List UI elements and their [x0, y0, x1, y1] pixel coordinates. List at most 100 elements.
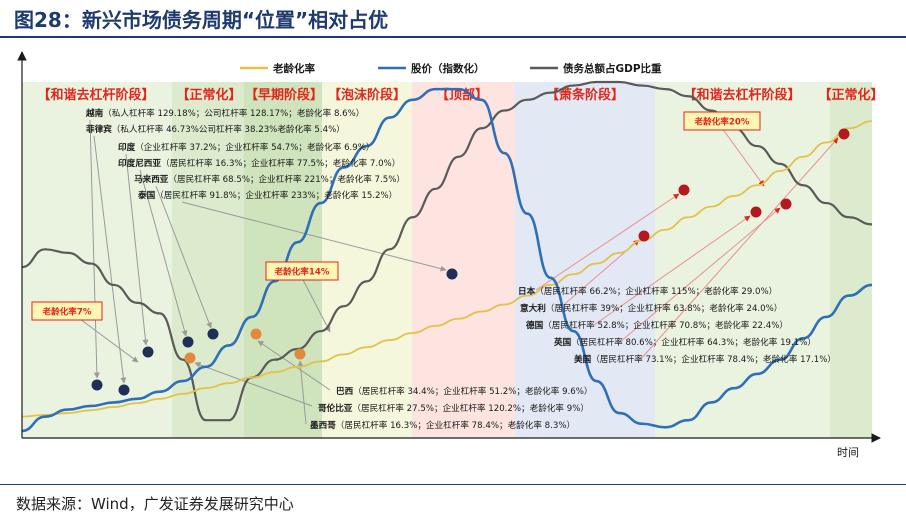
country-name: 马来西亚	[134, 173, 169, 185]
country-name: 印度尼西亚	[118, 157, 161, 169]
stage-band-3	[244, 82, 322, 438]
country-label: 德国（居民杠杆率 52.8%；企业杠杆率 70.8%；老龄化率 22.4%）	[526, 319, 788, 331]
country-label: 美国（居民杠杆率 73.1%；企业杠杆率 78.4%；老龄化率 17.1%）	[574, 353, 836, 365]
aging-callout-text: 老龄化率7%	[43, 306, 92, 318]
debt-cycle-chart: 老龄化率 股价（指数化） 债务总额占GDP比重 【和谐去杠杆阶段】 【正常化】 【早期阶…	[17, 51, 884, 459]
legend-label: 债务总额占GDP比重	[563, 62, 662, 75]
x-axis-label: 时间	[837, 446, 859, 459]
arrow-gray-9	[297, 360, 307, 425]
country-label: 菲律宾（私人杠杆率 46.73%公司杠杆率 38.23%老龄化率 5.4%）	[86, 123, 345, 135]
country-labels: 越南（私人杠杆率 129.18%；公司杠杆率 128.17%；老龄化率 8.6%…	[85, 107, 836, 431]
country-detail: （居民杠杆率 52.8%；企业杠杆率 70.8%；老龄化率 22.4%）	[543, 319, 788, 331]
country-detail: （居民杠杆率 73.1%；企业杠杆率 78.4%；老龄化率 17.1%）	[591, 353, 836, 365]
country-detail: （居民杠杆率 39%；企业杠杆率 63.8%；老龄化率 24.0%）	[546, 302, 783, 314]
figure-title: 图28：新兴市场债务周期“位置”相对占优	[14, 8, 389, 32]
arrow-gray-4	[139, 169, 188, 337]
stage-label: 【萧条阶段】	[546, 87, 624, 103]
country-label: 马来西亚（居民杠杆率 68.5%；企业杠杆率 221%；老龄化率 7.5%）	[134, 173, 405, 185]
country-detail: （居民杠杆率 66.2%；企业杠杆率 115%；老龄化率 29.0%）	[535, 285, 777, 297]
aging-callout-text: 老龄化率20%	[695, 116, 750, 128]
country-label: 墨西哥（居民杠杆率 16.3%；企业杠杆率 78.4%；老龄化率 8.3%）	[310, 419, 575, 431]
stage-band-5	[412, 82, 515, 438]
country-label: 日本（居民杠杆率 66.2%；企业杠杆率 115%；老龄化率 29.0%）	[518, 285, 777, 297]
source-note: 数据来源：Wind，广发证券发展研究中心	[16, 495, 294, 513]
arrow-gray-7	[257, 340, 331, 391]
arrow-gray-3	[125, 153, 149, 346]
country-name: 印度	[118, 141, 136, 153]
country-label: 哥伦比亚（居民杠杆率 27.5%；企业杠杆率 120.2%；老龄化率 9%）	[318, 402, 589, 414]
country-name: 日本	[518, 285, 536, 297]
country-detail: （私人杠杆率 46.73%公司杠杆率 38.23%老龄化率 5.4%）	[112, 123, 345, 135]
stage-label: 【和谐去杠杆阶段】	[37, 87, 154, 103]
arrow-red-5	[639, 137, 839, 361]
aging-rate-callouts: 老龄化率7% 老龄化率14% 老龄化率20%	[31, 111, 761, 321]
country-label: 意大利（居民杠杆率 39%；企业杠杆率 63.8%；老龄化率 24.0%）	[520, 302, 782, 314]
country-name: 英国	[553, 336, 572, 348]
country-name: 意大利	[520, 302, 546, 314]
country-detail: （居民杠杆率 27.5%；企业杠杆率 120.2%；老龄化率 9%）	[352, 402, 589, 414]
country-name: 泰国	[137, 189, 156, 201]
stage-label: 【泡沫阶段】	[328, 87, 406, 103]
arrow-gray-11	[299, 273, 331, 333]
country-label: 英国（居民杠杆率 80.6%；企业杠杆率 64.3%；老龄化率 19.1%）	[553, 336, 816, 348]
country-marker-4	[182, 336, 194, 348]
country-detail: （居民杠杆率 16.3%；企业杠杆率 78.4%；老龄化率 8.3%）	[336, 419, 575, 431]
arrow-red-4	[619, 207, 781, 343]
country-label: 巴西（居民杠杆率 34.4%；企业杠杆率 51.2%；老龄化率 9.6%）	[336, 385, 593, 397]
country-name: 菲律宾	[86, 123, 112, 135]
legend-label: 股价（指数化）	[411, 62, 485, 75]
country-marker-7	[250, 328, 262, 340]
country-label: 泰国（居民杠杆率 91.8%；企业杠杆率 233%；老龄化率 15.2%）	[137, 189, 397, 201]
country-detail: （居民杠杆率 91.8%；企业杠杆率 233%；老龄化率 15.2%）	[155, 189, 397, 201]
stage-label: 【早期阶段】	[245, 87, 323, 103]
country-name: 越南	[85, 107, 104, 119]
country-label: 印度（企业杠杆率 37.2%；企业杠杆率 54.7%；老龄化率 6.9%）	[118, 141, 375, 153]
source-divider	[0, 484, 906, 485]
country-marker-8	[184, 352, 196, 364]
legend-label: 老龄化率	[272, 62, 315, 75]
country-detail: （居民杠杆率 68.5%；企业杠杆率 221%；老龄化率 7.5%）	[168, 173, 405, 185]
stage-label: 【正常化】	[818, 87, 883, 103]
country-marker-14	[838, 128, 850, 140]
aging-callout-box-2	[265, 261, 339, 281]
stage-band-1	[22, 82, 172, 438]
stage-label: 【正常化】	[176, 87, 241, 103]
country-name: 德国	[526, 319, 544, 331]
country-detail: （居民杠杆率 16.3%；企业杠杆率 77.5%；老龄化率 7.0%）	[161, 157, 400, 169]
arrow-gray-5	[155, 185, 212, 329]
country-marker-3	[142, 346, 154, 358]
stage-band-6	[515, 82, 655, 438]
country-marker-11	[638, 230, 650, 242]
country-marker-9	[294, 348, 306, 360]
stage-band-2	[172, 82, 244, 438]
country-marker-6	[446, 268, 458, 280]
arrow-gray-10	[75, 315, 139, 363]
country-markers	[91, 128, 850, 396]
aging-callout-text: 老龄化率14%	[275, 266, 330, 278]
legend: 老龄化率 股价（指数化） 债务总额占GDP比重	[240, 62, 662, 75]
arrow-gray-2	[93, 135, 127, 384]
arrow-gray-6	[181, 201, 447, 272]
stage-labels: 【和谐去杠杆阶段】 【正常化】 【早期阶段】 【泡沫阶段】 【顶部】 【萧条阶段】 【和谐去…	[37, 87, 883, 103]
country-name: 巴西	[336, 386, 354, 397]
country-marker-12	[750, 206, 762, 218]
aging-callout-box-3	[683, 111, 761, 131]
stage-band-4	[322, 82, 412, 438]
arrow-red-6	[721, 127, 765, 187]
arrow-red-1	[535, 193, 680, 291]
country-detail: （居民杠杆率 80.6%；企业杠杆率 64.3%；老龄化率 19.1%）	[571, 336, 816, 348]
series-line-1	[21, 120, 873, 418]
country-marker-2	[118, 384, 130, 396]
country-name: 哥伦比亚	[318, 402, 353, 414]
series-line-2	[21, 87, 873, 433]
title-divider	[0, 36, 906, 38]
country-label: 印度尼西亚（居民杠杆率 16.3%；企业杠杆率 77.5%；老龄化率 7.0%）	[118, 157, 400, 169]
country-marker-10	[678, 184, 690, 196]
country-marker-1	[91, 379, 103, 391]
country-marker-5	[207, 328, 219, 340]
country-name: 墨西哥	[310, 420, 336, 431]
axes: 时间	[17, 51, 881, 459]
arrow-gray-1	[89, 119, 100, 379]
aging-callout-box-1	[31, 301, 103, 321]
